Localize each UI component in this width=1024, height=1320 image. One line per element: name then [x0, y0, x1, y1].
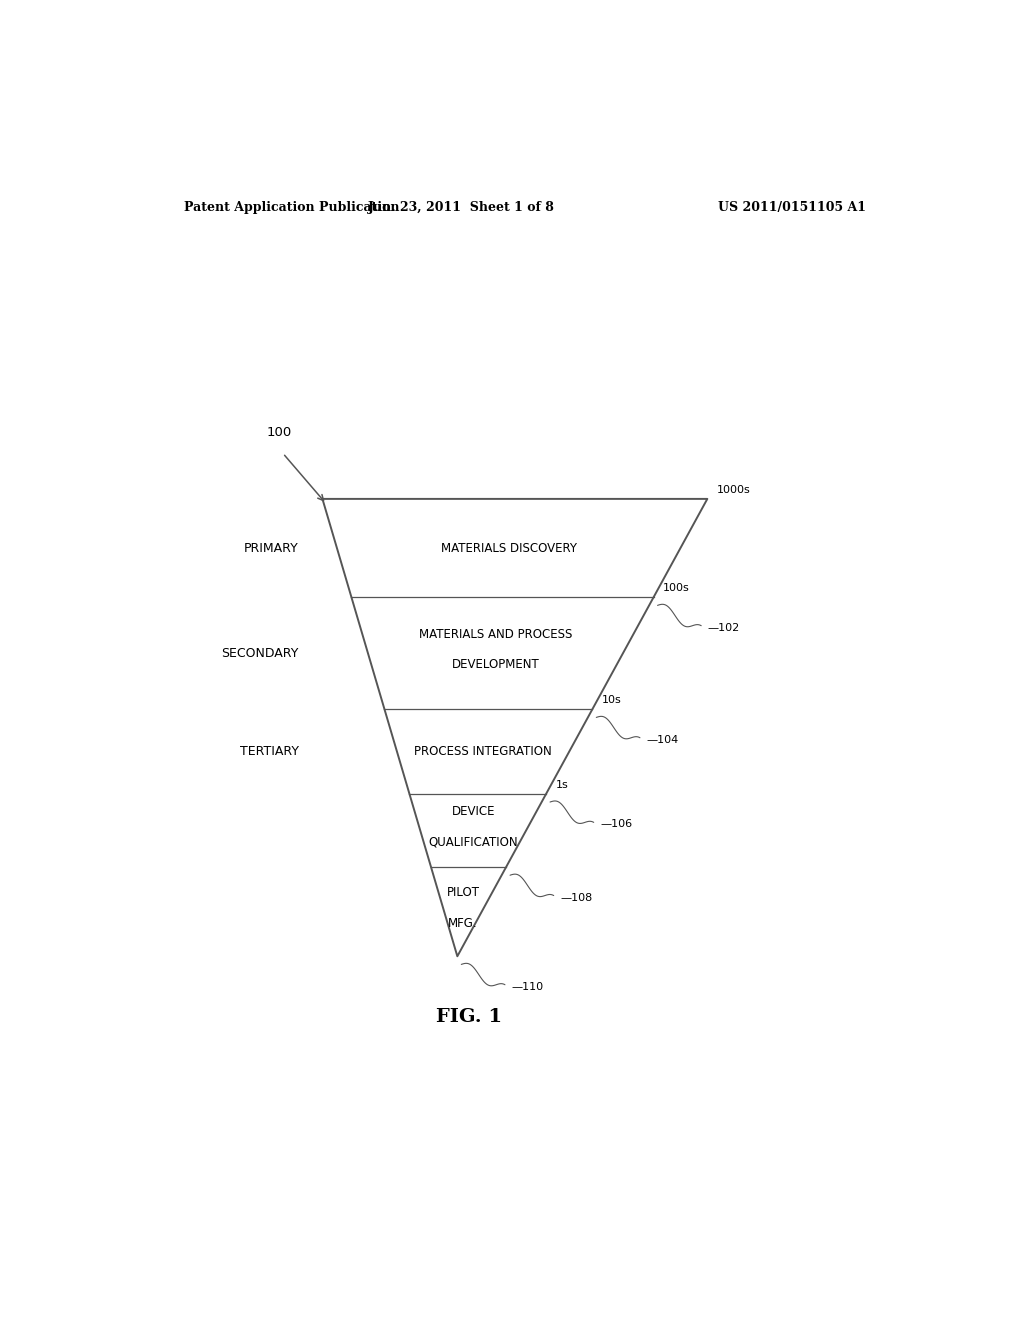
Text: MATERIALS AND PROCESS: MATERIALS AND PROCESS — [419, 628, 572, 642]
Text: TERTIARY: TERTIARY — [240, 744, 299, 758]
Text: PROCESS INTEGRATION: PROCESS INTEGRATION — [415, 744, 552, 758]
Text: —110: —110 — [511, 982, 544, 991]
Text: QUALIFICATION: QUALIFICATION — [428, 836, 518, 849]
Text: SECONDARY: SECONDARY — [221, 647, 299, 660]
Text: US 2011/0151105 A1: US 2011/0151105 A1 — [718, 201, 866, 214]
Text: Jun. 23, 2011  Sheet 1 of 8: Jun. 23, 2011 Sheet 1 of 8 — [368, 201, 555, 214]
Text: 1s: 1s — [556, 780, 568, 789]
Text: —106: —106 — [600, 820, 632, 829]
Text: 10s: 10s — [602, 696, 622, 705]
Text: PILOT: PILOT — [446, 887, 479, 899]
Text: 1000s: 1000s — [717, 484, 751, 495]
Text: 100s: 100s — [664, 583, 690, 593]
Text: —102: —102 — [708, 623, 739, 632]
Text: MFG.: MFG. — [449, 917, 478, 929]
Text: —108: —108 — [560, 892, 592, 903]
Text: Patent Application Publication: Patent Application Publication — [183, 201, 399, 214]
Text: DEVICE: DEVICE — [452, 805, 495, 818]
Text: FIG. 1: FIG. 1 — [436, 1008, 503, 1026]
Text: DEVELOPMENT: DEVELOPMENT — [452, 659, 540, 672]
Text: PRIMARY: PRIMARY — [244, 541, 299, 554]
Text: —104: —104 — [646, 735, 679, 744]
Text: 100: 100 — [267, 426, 292, 440]
Text: MATERIALS DISCOVERY: MATERIALS DISCOVERY — [440, 541, 577, 554]
